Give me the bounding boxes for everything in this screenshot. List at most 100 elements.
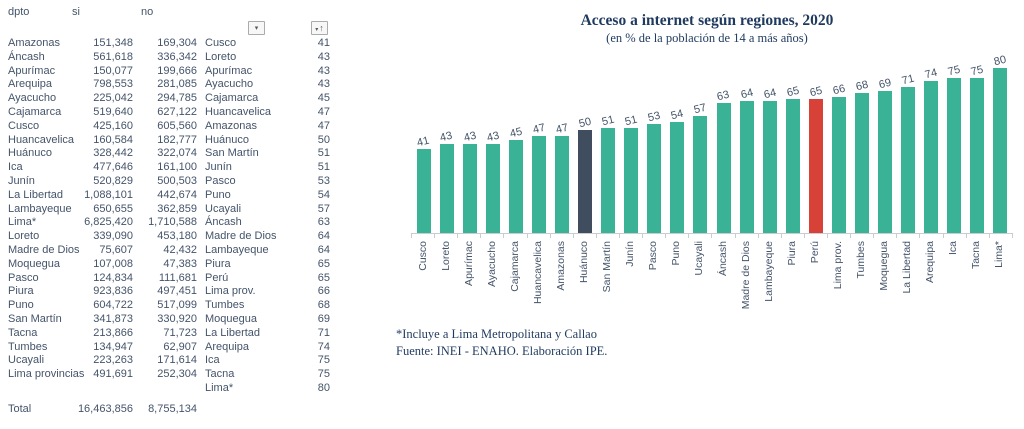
cell-no[interactable]: 199,666 xyxy=(157,64,197,77)
cell-region[interactable]: Loreto xyxy=(205,50,237,63)
cell-pct[interactable]: 47 xyxy=(317,119,330,132)
cell-dpto[interactable]: Madre de Dios xyxy=(8,243,80,256)
cell-no[interactable]: 605,560 xyxy=(157,119,197,132)
cell-pct[interactable]: 45 xyxy=(317,92,330,105)
cell-dpto[interactable]: Huancavelica xyxy=(8,133,75,146)
cell-si[interactable]: 520,829 xyxy=(93,174,133,187)
cell-dpto[interactable]: Puno xyxy=(8,299,34,312)
cell-dpto[interactable] xyxy=(8,382,68,396)
cell-si[interactable]: 341,873 xyxy=(93,312,133,325)
cell-region[interactable]: Ucayali xyxy=(205,202,242,215)
cell-total-label[interactable]: Total xyxy=(8,402,32,415)
cell-region[interactable]: Lambayeque xyxy=(205,243,269,256)
bar-Apurímac[interactable] xyxy=(462,144,477,233)
bar-Moquegua[interactable] xyxy=(878,91,893,233)
cell-region[interactable]: Madre de Dios xyxy=(205,230,277,243)
bar-Áncash[interactable] xyxy=(716,103,731,233)
cell-pct[interactable]: 43 xyxy=(317,50,330,63)
sort-ascending-filter-button[interactable]: ▾ ↑ xyxy=(311,21,328,35)
cell-dpto[interactable]: Tacna xyxy=(8,326,38,339)
cell-si[interactable]: 213,866 xyxy=(93,326,133,339)
cell-dpto[interactable]: Junín xyxy=(8,174,35,187)
cell-no[interactable]: 442,674 xyxy=(157,188,197,201)
bar-Lima prov.[interactable] xyxy=(831,97,846,233)
cell-no[interactable]: 182,777 xyxy=(157,133,197,146)
cell-no[interactable]: 1,710,588 xyxy=(148,216,197,229)
bar-Cajamarca[interactable] xyxy=(508,140,523,233)
cell-region[interactable]: Arequipa xyxy=(205,340,250,353)
cell-si[interactable]: 75,607 xyxy=(99,243,133,256)
cell-si[interactable]: 477,646 xyxy=(93,161,133,174)
cell-no[interactable]: 169,304 xyxy=(157,37,197,49)
bar-Perú[interactable] xyxy=(808,99,823,233)
cell-dpto[interactable]: Cusco xyxy=(8,119,40,132)
cell-pct[interactable]: 43 xyxy=(317,78,330,91)
cell-si[interactable]: 339,090 xyxy=(93,230,133,243)
bar-Madre de Dios[interactable] xyxy=(739,101,754,233)
cell-pct[interactable]: 68 xyxy=(317,299,330,312)
bar-Ayacucho[interactable] xyxy=(485,144,500,233)
cell-dpto[interactable]: La Libertad xyxy=(8,188,64,201)
bar-Cusco[interactable] xyxy=(416,149,431,233)
bar-Lima*[interactable] xyxy=(993,68,1008,233)
cell-dpto[interactable]: Tumbes xyxy=(8,340,48,353)
bar-Puno[interactable] xyxy=(670,122,685,233)
cell-dpto[interactable]: Piura xyxy=(8,285,34,298)
cell-region[interactable]: Cajamarca xyxy=(205,92,259,105)
cell-no[interactable]: 322,074 xyxy=(157,147,197,160)
cell-no[interactable]: 47,383 xyxy=(163,257,197,270)
cell-pct[interactable]: 75 xyxy=(317,368,330,381)
cell-pct[interactable]: 74 xyxy=(317,340,330,353)
cell-pct[interactable]: 65 xyxy=(317,271,330,284)
cell-pct[interactable]: 41 xyxy=(317,37,330,49)
cell-no[interactable]: 517,099 xyxy=(157,299,197,312)
cell-no[interactable]: 453,180 xyxy=(157,230,197,243)
cell-no[interactable]: 71,723 xyxy=(163,326,197,339)
bar-San Martín[interactable] xyxy=(601,128,616,233)
cell-si[interactable]: 6,825,420 xyxy=(84,216,133,229)
cell-pct[interactable]: 53 xyxy=(317,174,330,187)
cell-si[interactable]: 425,160 xyxy=(93,119,133,132)
cell-region[interactable]: Apurímac xyxy=(205,64,253,77)
cell-pct[interactable]: 50 xyxy=(317,133,330,146)
cell-region[interactable]: Huánuco xyxy=(205,133,250,146)
cell-no[interactable]: 252,304 xyxy=(157,368,197,381)
cell-no[interactable]: 362,859 xyxy=(157,202,197,215)
cell-si[interactable]: 225,042 xyxy=(93,92,133,105)
cell-dpto[interactable]: Lima provincias xyxy=(8,368,85,381)
cell-region[interactable]: Huancavelica xyxy=(205,105,272,118)
cell-pct[interactable]: 80 xyxy=(317,381,330,394)
cell-region[interactable]: Lima* xyxy=(205,381,234,394)
cell-si[interactable]: 160,584 xyxy=(93,133,133,146)
cell-region[interactable]: Perú xyxy=(205,271,229,284)
cell-no[interactable]: 330,920 xyxy=(157,312,197,325)
cell-dpto[interactable]: Cajamarca xyxy=(8,105,62,118)
cell-region[interactable]: Amazonas xyxy=(205,119,257,132)
cell-si[interactable]: 1,088,101 xyxy=(84,188,133,201)
cell-total-si[interactable]: 16,463,856 xyxy=(77,402,133,415)
cell-si[interactable]: 798,553 xyxy=(93,78,133,91)
cell-dpto[interactable]: Arequipa xyxy=(8,78,53,91)
cell-no[interactable]: 62,907 xyxy=(163,340,197,353)
cell-dpto[interactable]: Lambayeque xyxy=(8,202,72,215)
cell-dpto[interactable]: Huánuco xyxy=(8,147,53,160)
cell-pct[interactable]: 66 xyxy=(317,285,330,298)
cell-dpto[interactable]: Moquegua xyxy=(8,257,60,270)
cell-no[interactable]: 336,342 xyxy=(157,50,197,63)
bar-Ucayali[interactable] xyxy=(693,116,708,233)
cell-no[interactable]: 281,085 xyxy=(157,78,197,91)
cell-dpto[interactable]: Ucayali xyxy=(8,354,45,367)
cell-region[interactable]: Ayacucho xyxy=(205,78,254,91)
cell-pct[interactable]: 57 xyxy=(317,202,330,215)
cell-pct[interactable]: 75 xyxy=(317,354,330,367)
bar-Amazonas[interactable] xyxy=(555,136,569,233)
cell-region[interactable]: Ica xyxy=(205,354,220,367)
bar-Huánuco[interactable] xyxy=(578,130,593,233)
cell-dpto[interactable]: San Martín xyxy=(8,312,62,325)
bar-Pasco[interactable] xyxy=(647,124,662,233)
cell-si[interactable]: 923,836 xyxy=(93,285,133,298)
cell-pct[interactable]: 47 xyxy=(317,105,330,118)
cell-si[interactable]: 650,655 xyxy=(93,202,133,215)
cell-region[interactable]: Tacna xyxy=(205,368,235,381)
cell-dpto[interactable]: Áncash xyxy=(8,50,45,63)
